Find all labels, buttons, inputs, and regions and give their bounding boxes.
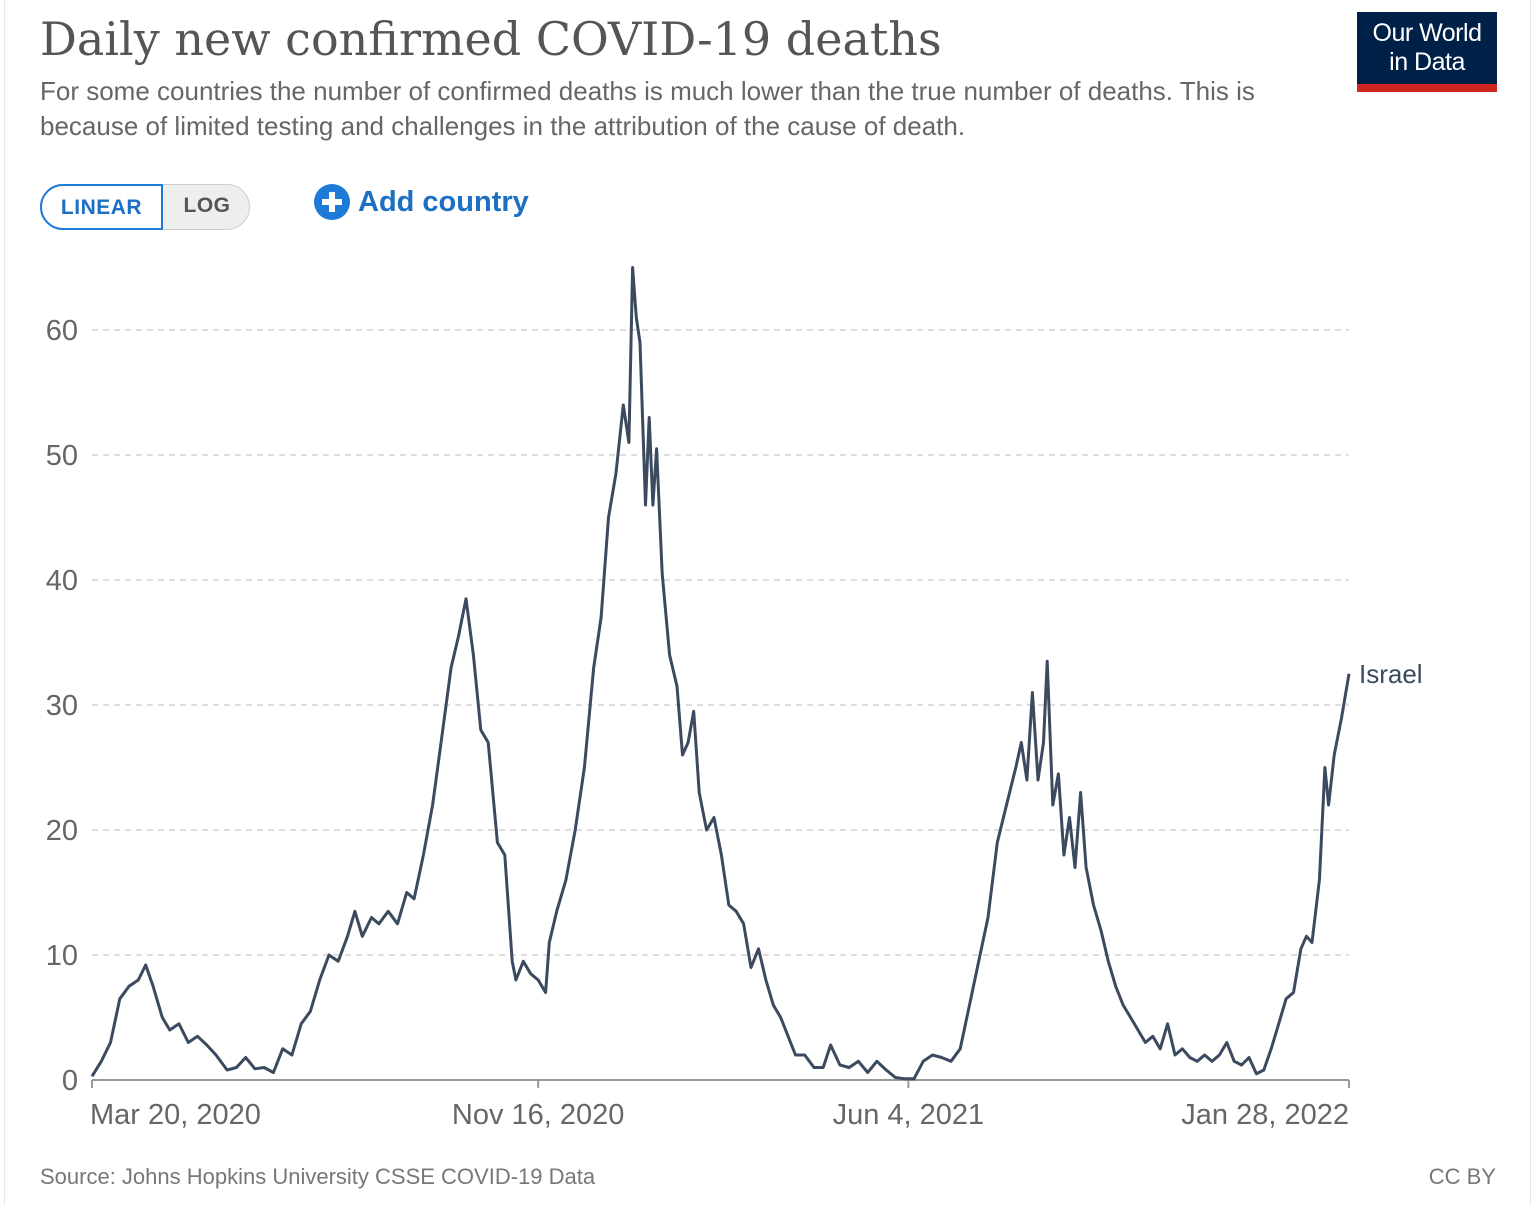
logo-red-bar: [1357, 84, 1497, 92]
plus-circle-icon: [314, 184, 350, 220]
owid-logo[interactable]: Our World in Data: [1357, 12, 1497, 92]
add-country-label: Add country: [358, 185, 529, 218]
logo-background: [1357, 12, 1497, 84]
logo-text: Our World in Data: [1357, 19, 1497, 77]
source-note: Source: Johns Hopkins University CSSE CO…: [40, 1164, 596, 1189]
logo-line-1: Our World: [1372, 19, 1482, 47]
y-tick-label: 0: [62, 1065, 78, 1097]
series-layer: Israel: [90, 266, 1423, 1081]
y-tick-label: 30: [46, 690, 78, 722]
x-tick-label: Nov 16, 2020: [452, 1099, 625, 1131]
y-tick-label: 40: [46, 565, 78, 597]
y-tick-label: 50: [46, 440, 78, 472]
chart-title: Daily new confirmed COVID-19 deaths: [40, 12, 942, 66]
series-label-israel: Israel: [1359, 659, 1423, 689]
license-link[interactable]: CC BY: [1428, 1164, 1496, 1189]
grid-lines: [92, 329, 1349, 956]
add-country-button[interactable]: Add country: [314, 182, 529, 222]
chart-subtitle: For some countries the number of confirm…: [40, 76, 1255, 141]
y-tick-label: 10: [46, 940, 78, 972]
logo-line-2: in Data: [1389, 48, 1465, 76]
x-tick-label: Jun 4, 2021: [833, 1099, 985, 1131]
y-tick-label: 20: [46, 815, 78, 847]
chart-frame: [4, 0, 1531, 1206]
scale-toggle: LINEAR LOG: [40, 184, 250, 230]
series-line-israel: [90, 266, 1351, 1081]
x-axis: Mar 20, 2020 Nov 16, 2020 Jun 4, 2021 Jan 2…: [90, 1079, 1350, 1131]
x-tick-label: Mar 20, 2020: [90, 1099, 261, 1131]
log-scale-button[interactable]: LOG: [183, 194, 231, 217]
x-tick-label: Jan 28, 2022: [1181, 1099, 1349, 1131]
y-tick-label: 60: [46, 315, 78, 347]
y-axis-tick-labels: 0 10 20 30 40 50 60: [46, 315, 78, 1097]
linear-scale-button[interactable]: LINEAR: [40, 184, 163, 230]
